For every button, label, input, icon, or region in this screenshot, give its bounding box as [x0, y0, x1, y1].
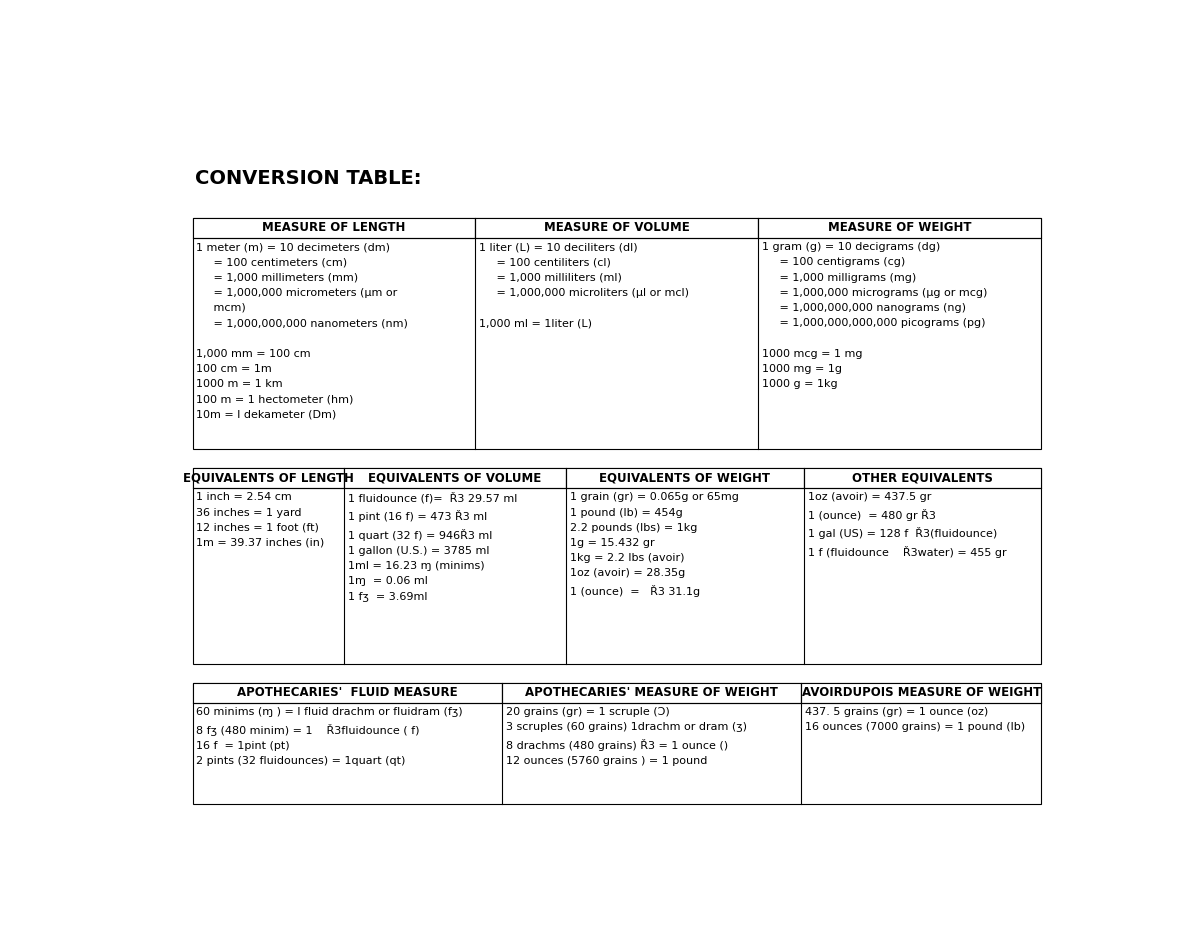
- Bar: [802, 682, 1042, 703]
- Bar: [193, 468, 343, 488]
- Bar: [503, 682, 802, 703]
- Text: MEASURE OF VOLUME: MEASURE OF VOLUME: [544, 221, 689, 234]
- Bar: [193, 218, 1042, 449]
- Bar: [193, 682, 1042, 805]
- Bar: [566, 468, 804, 488]
- Text: 1 gram (g) = 10 decigrams (dg)
     = 100 centigrams (cg)
     = 1,000 milligram: 1 gram (g) = 10 decigrams (dg) = 100 cen…: [762, 242, 988, 389]
- Text: 1 liter (L) = 10 deciliters (dl)
     = 100 centiliters (cl)
     = 1,000 millil: 1 liter (L) = 10 deciliters (dl) = 100 c…: [479, 242, 689, 328]
- Text: 1 inch = 2.54 cm
36 inches = 1 yard
12 inches = 1 foot (ft)
1m = 39.37 inches (i: 1 inch = 2.54 cm 36 inches = 1 yard 12 i…: [197, 492, 325, 548]
- Text: EQUIVALENTS OF WEIGHT: EQUIVALENTS OF WEIGHT: [599, 471, 770, 484]
- Text: MEASURE OF WEIGHT: MEASURE OF WEIGHT: [828, 221, 971, 234]
- Bar: [758, 218, 1042, 237]
- Text: 1 meter (m) = 10 decimeters (dm)
     = 100 centimeters (cm)
     = 1,000 millim: 1 meter (m) = 10 decimeters (dm) = 100 c…: [197, 242, 408, 419]
- Text: 20 grains (gr) = 1 scruple (Ɔ)
3 scruples (60 grains) 1drachm or dram (ʒ)
8 drac: 20 grains (gr) = 1 scruple (Ɔ) 3 scruple…: [506, 707, 748, 766]
- Text: APOTHECARIES' MEASURE OF WEIGHT: APOTHECARIES' MEASURE OF WEIGHT: [526, 686, 778, 699]
- Text: APOTHECARIES'  FLUID MEASURE: APOTHECARIES' FLUID MEASURE: [238, 686, 458, 699]
- Bar: [193, 218, 475, 237]
- Bar: [475, 218, 758, 237]
- Text: 437. 5 grains (gr) = 1 ounce (oz)
16 ounces (7000 grains) = 1 pound (lb): 437. 5 grains (gr) = 1 ounce (oz) 16 oun…: [805, 707, 1025, 732]
- Bar: [193, 468, 1042, 664]
- Text: OTHER EQUIVALENTS: OTHER EQUIVALENTS: [852, 471, 992, 484]
- Bar: [804, 468, 1042, 488]
- Text: MEASURE OF LENGTH: MEASURE OF LENGTH: [263, 221, 406, 234]
- Text: AVOIRDUPOIS MEASURE OF WEIGHT: AVOIRDUPOIS MEASURE OF WEIGHT: [802, 686, 1040, 699]
- Text: 1oz (avoir) = 437.5 gr
1 (ounce)  = 480 gr Ř3
1 gal (US) = 128 f  Ř3(fluidounce): 1oz (avoir) = 437.5 gr 1 (ounce) = 480 g…: [808, 492, 1006, 558]
- Text: 1 fluidounce (f)=  Ř3 29.57 ml
1 pint (16 f) = 473 Ř3 ml
1 quart (32 f) = 946Ř3 : 1 fluidounce (f)= Ř3 29.57 ml 1 pint (16…: [348, 492, 517, 602]
- Text: CONVERSION TABLE:: CONVERSION TABLE:: [194, 170, 421, 188]
- Bar: [193, 682, 503, 703]
- Bar: [343, 468, 566, 488]
- Text: EQUIVALENTS OF VOLUME: EQUIVALENTS OF VOLUME: [368, 471, 541, 484]
- Text: 60 minims (ɱ ) = l fluid drachm or fluidram (fʒ)
8 fʒ (480 minim) = 1    Ř3fluid: 60 minims (ɱ ) = l fluid drachm or fluid…: [197, 707, 463, 766]
- Text: 1 grain (gr) = 0.065g or 65mg
1 pound (lb) = 454g
2.2 pounds (lbs) = 1kg
1g = 15: 1 grain (gr) = 0.065g or 65mg 1 pound (l…: [570, 492, 739, 597]
- Text: EQUIVALENTS OF LENGTH: EQUIVALENTS OF LENGTH: [182, 471, 354, 484]
